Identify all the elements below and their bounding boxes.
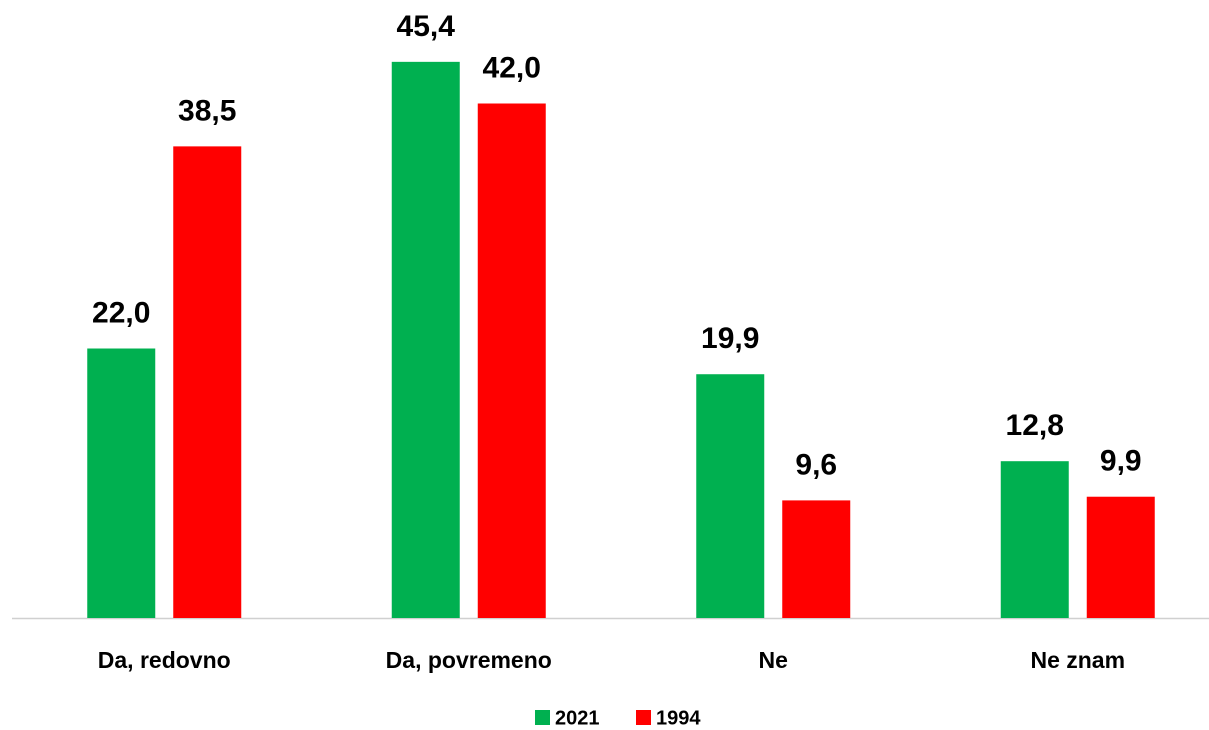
data-label: 9,9: [1100, 445, 1142, 478]
data-label: 45,4: [397, 10, 456, 43]
bar: [696, 374, 765, 618]
bar: [173, 146, 242, 618]
data-label: 12,8: [1006, 409, 1064, 442]
bar: [477, 103, 546, 618]
bar: [782, 500, 851, 618]
legend-label: 1994: [656, 707, 701, 729]
x-tick-label: Da, redovno: [98, 647, 231, 673]
data-label: 42,0: [483, 51, 541, 84]
x-tick-label: Ne znam: [1030, 647, 1125, 673]
data-label: 19,9: [701, 322, 759, 355]
bar: [391, 61, 460, 619]
legend-label: 2021: [555, 707, 600, 729]
data-label: 22,0: [92, 296, 150, 329]
bar: [1086, 496, 1155, 618]
data-label: 9,6: [795, 448, 837, 481]
x-tick-label: Ne: [759, 647, 788, 673]
legend-swatch: [636, 710, 651, 725]
x-tick-label: Da, povremeno: [386, 647, 552, 673]
data-label: 38,5: [178, 94, 236, 127]
bar: [87, 348, 156, 618]
legend-swatch: [535, 710, 550, 725]
bar: [1000, 461, 1069, 618]
